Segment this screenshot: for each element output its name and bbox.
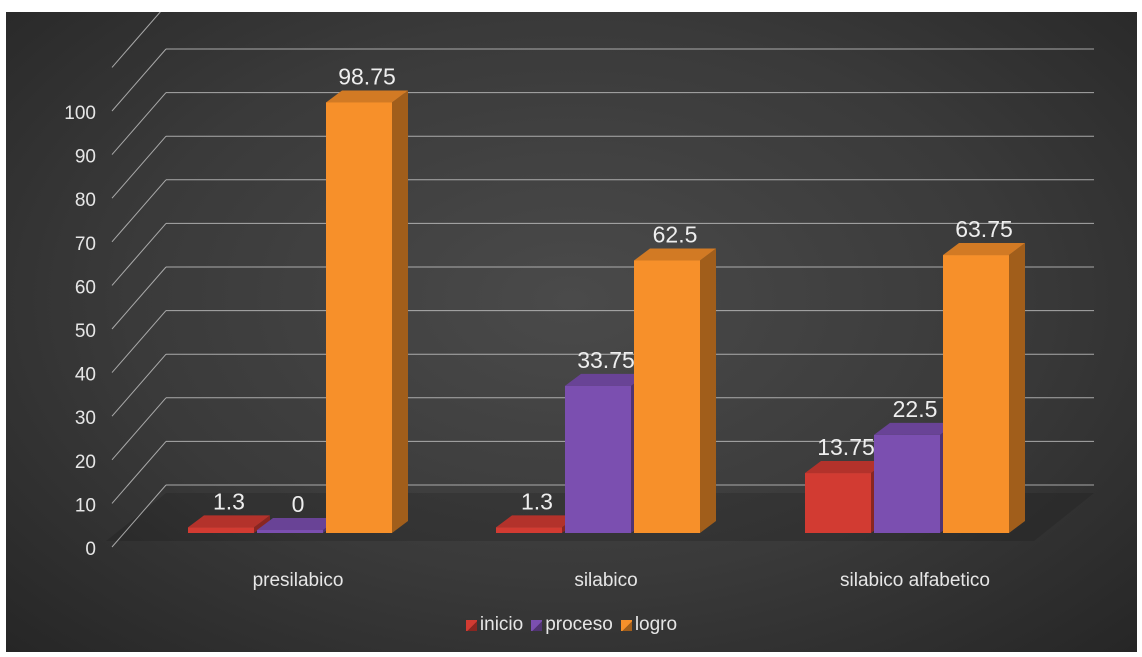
- chart-frame: 0 10 20 30 40 50 60 70 80 90 100 1.3 0 98.75 presilabi…: [6, 12, 1137, 652]
- data-label: 1.3: [213, 488, 245, 514]
- bar: [257, 530, 323, 533]
- legend-swatch: [620, 619, 632, 631]
- y-tick-label: 70: [75, 234, 96, 255]
- gridline-side: [111, 223, 167, 286]
- data-label: 22.5: [893, 396, 938, 422]
- bar: [188, 527, 254, 533]
- bar-side: [254, 515, 270, 533]
- bar-top: [874, 422, 956, 435]
- y-tick-label: 20: [75, 452, 96, 473]
- legend-swatch: [531, 619, 543, 631]
- gridline-side: [111, 12, 161, 68]
- bar-side: [392, 90, 408, 533]
- bar-top: [634, 248, 716, 261]
- bar-top: [805, 461, 887, 474]
- legend-item: logro: [620, 614, 678, 636]
- y-tick-label: 60: [75, 277, 96, 298]
- gridline-side: [111, 353, 167, 417]
- legend-label: proceso: [545, 614, 613, 635]
- gridline-side: [111, 310, 167, 373]
- data-label: 62.5: [653, 222, 698, 248]
- y-tick-label: 40: [75, 365, 96, 386]
- y-tick-label: 90: [75, 147, 96, 168]
- gridline-side: [111, 48, 167, 112]
- x-tick-label: presilabico: [253, 570, 344, 591]
- bar-side: [1009, 243, 1025, 534]
- bar: [943, 255, 1009, 534]
- bar: [565, 385, 631, 533]
- legend-swatch: [465, 619, 477, 631]
- y-tick-label: 50: [75, 321, 96, 342]
- y-tick-label: 0: [85, 539, 96, 560]
- bar: [874, 434, 940, 533]
- y-tick-label: 10: [75, 495, 96, 516]
- bar-top: [188, 515, 270, 528]
- data-label: 13.75: [817, 434, 875, 460]
- gridline-side: [111, 484, 167, 548]
- x-tick-label: silabico: [574, 570, 637, 591]
- bar: [496, 527, 562, 533]
- bar-side: [700, 248, 716, 533]
- y-tick-label: 30: [75, 408, 96, 429]
- data-label: 63.75: [955, 216, 1013, 242]
- y-tick-label: 100: [64, 103, 96, 124]
- chart-legend: inicio proceso logro: [6, 614, 1137, 637]
- bar-top: [496, 515, 578, 528]
- gridline-side: [111, 441, 167, 504]
- legend-label: logro: [634, 614, 678, 635]
- gridline-side: [111, 266, 167, 330]
- bar-top: [326, 90, 408, 103]
- data-label: 33.75: [577, 347, 635, 373]
- bar: [805, 473, 871, 533]
- bar-top: [565, 373, 647, 386]
- bar: [326, 102, 392, 533]
- bar-top: [257, 518, 339, 530]
- gridline-side: [111, 92, 167, 155]
- gridline-side: [111, 179, 167, 243]
- chart-plot: 0 10 20 30 40 50 60 70 80 90 100 1.3 0 98.75 presilabi…: [64, 12, 1094, 591]
- legend-item: proceso: [531, 614, 613, 636]
- legend-item: inicio: [465, 614, 524, 636]
- data-label: 98.75: [338, 63, 396, 89]
- y-tick-label: 80: [75, 190, 96, 211]
- data-label: 1.3: [521, 488, 553, 514]
- legend-label: inicio: [479, 614, 524, 635]
- x-tick-label: silabico alfabetico: [840, 570, 990, 591]
- gridline-side: [111, 397, 167, 461]
- gridline-side: [111, 135, 167, 199]
- bar-top: [943, 243, 1025, 256]
- bar: [634, 260, 700, 533]
- data-label: 0: [292, 491, 305, 517]
